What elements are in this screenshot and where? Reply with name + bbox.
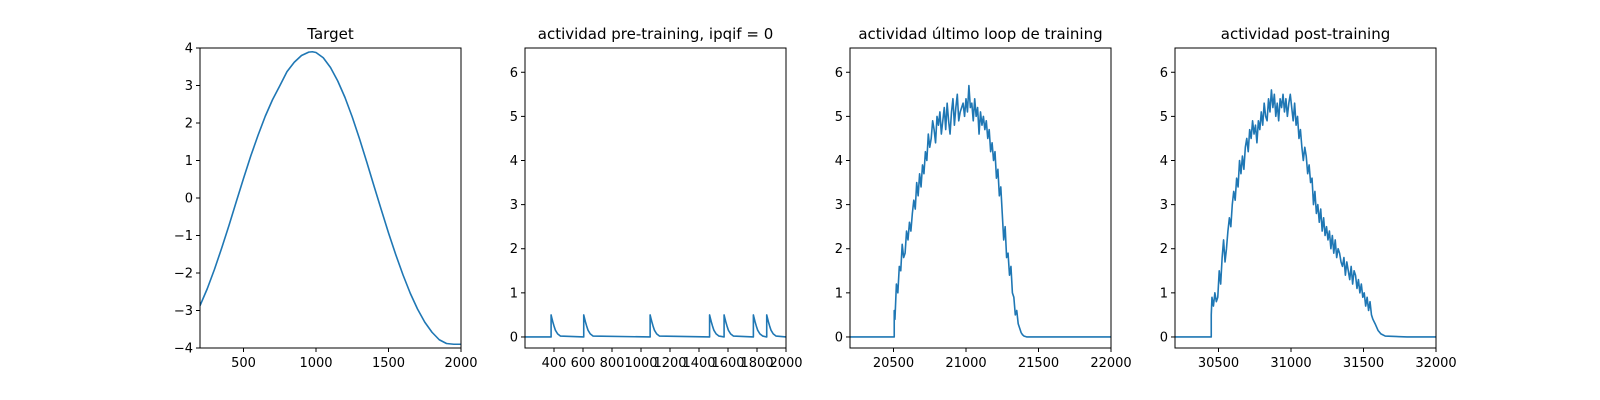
axes-frame bbox=[849, 47, 1112, 349]
y-tick-label: −4 bbox=[174, 342, 193, 357]
y-tick-label: 4 bbox=[510, 154, 518, 169]
y-tick-label: −1 bbox=[174, 229, 193, 244]
x-tick-label: 1200 bbox=[653, 356, 686, 371]
y-tick-label: 3 bbox=[835, 198, 843, 213]
chart-title: Target bbox=[306, 25, 354, 43]
y-tick-label: 3 bbox=[510, 198, 518, 213]
y-tick-label: 4 bbox=[185, 42, 193, 57]
x-tick-label: 400 bbox=[542, 356, 567, 371]
x-tick-label: 2000 bbox=[444, 356, 477, 371]
y-tick-label: −3 bbox=[174, 304, 193, 319]
chart-title: actividad último loop de training bbox=[858, 25, 1102, 43]
x-tick-label: 1000 bbox=[299, 356, 332, 371]
axes-frame bbox=[524, 47, 787, 349]
y-tick-label: 0 bbox=[1160, 330, 1168, 345]
x-tick-label: 30500 bbox=[1198, 356, 1239, 371]
y-tick-label: 1 bbox=[835, 286, 843, 301]
y-tick-label: 5 bbox=[1160, 110, 1168, 125]
x-tick-label: 2000 bbox=[769, 356, 802, 371]
x-tick-label: 1800 bbox=[740, 356, 773, 371]
y-tick-label: 0 bbox=[510, 330, 518, 345]
x-tick-label: 1500 bbox=[372, 356, 405, 371]
y-tick-label: 4 bbox=[1160, 154, 1168, 169]
y-tick-label: 6 bbox=[510, 66, 518, 81]
y-tick-label: 3 bbox=[185, 79, 193, 94]
x-tick-label: 500 bbox=[231, 356, 256, 371]
x-tick-label: 31000 bbox=[1270, 356, 1311, 371]
series-line-1-1 bbox=[200, 50, 461, 346]
y-tick-label: 5 bbox=[835, 110, 843, 125]
x-tick-label: 1000 bbox=[624, 356, 657, 371]
y-tick-label: 2 bbox=[185, 117, 193, 132]
y-tick-label: 0 bbox=[835, 330, 843, 345]
x-tick-label: 22000 bbox=[1090, 356, 1131, 371]
chart-panel-1: 500 1000 1500 2000 −4 −3 −2 −1 0 1 2 3 4 Target bbox=[174, 25, 478, 371]
y-tick-label: 5 bbox=[510, 110, 518, 125]
y-tick-label: 6 bbox=[835, 66, 843, 81]
y-tick-label: 3 bbox=[1160, 198, 1168, 213]
x-tick-label: 31500 bbox=[1343, 356, 1384, 371]
y-tick-label: 4 bbox=[835, 154, 843, 169]
series-line-4-1 bbox=[1175, 89, 1436, 338]
y-tick-label: −2 bbox=[174, 267, 193, 282]
y-tick-label: 1 bbox=[510, 286, 518, 301]
x-tick-label: 1600 bbox=[711, 356, 744, 371]
x-tick-label: 600 bbox=[571, 356, 596, 371]
x-tick-label: 21000 bbox=[945, 356, 986, 371]
y-tick-label: 1 bbox=[185, 154, 193, 169]
y-tick-label: 0 bbox=[185, 192, 193, 207]
y-tick-label: 2 bbox=[835, 242, 843, 257]
x-tick-label: 1400 bbox=[682, 356, 715, 371]
y-tick-label: 6 bbox=[1160, 66, 1168, 81]
chart-title: actividad pre-training, ipqif = 0 bbox=[538, 25, 774, 43]
chart-panel-3: 20500 21000 21500 22000 0 1 2 3 4 5 6 actividad últ… bbox=[835, 25, 1132, 371]
chart-title: actividad post-training bbox=[1221, 25, 1390, 43]
y-tick-label: 2 bbox=[1160, 242, 1168, 257]
x-tick-label: 20500 bbox=[873, 356, 914, 371]
x-tick-label: 21500 bbox=[1018, 356, 1059, 371]
series-line-2-1 bbox=[525, 314, 786, 338]
x-tick-label: 32000 bbox=[1415, 356, 1456, 371]
y-tick-label: 1 bbox=[1160, 286, 1168, 301]
series-line-3-1 bbox=[850, 84, 1111, 338]
y-tick-label: 2 bbox=[510, 242, 518, 257]
axes-frame bbox=[1174, 47, 1437, 349]
x-tick-label: 800 bbox=[600, 356, 625, 371]
chart-panel-4: 30500 31000 31500 32000 0 1 2 3 4 5 6 actividad pos… bbox=[1160, 25, 1457, 371]
